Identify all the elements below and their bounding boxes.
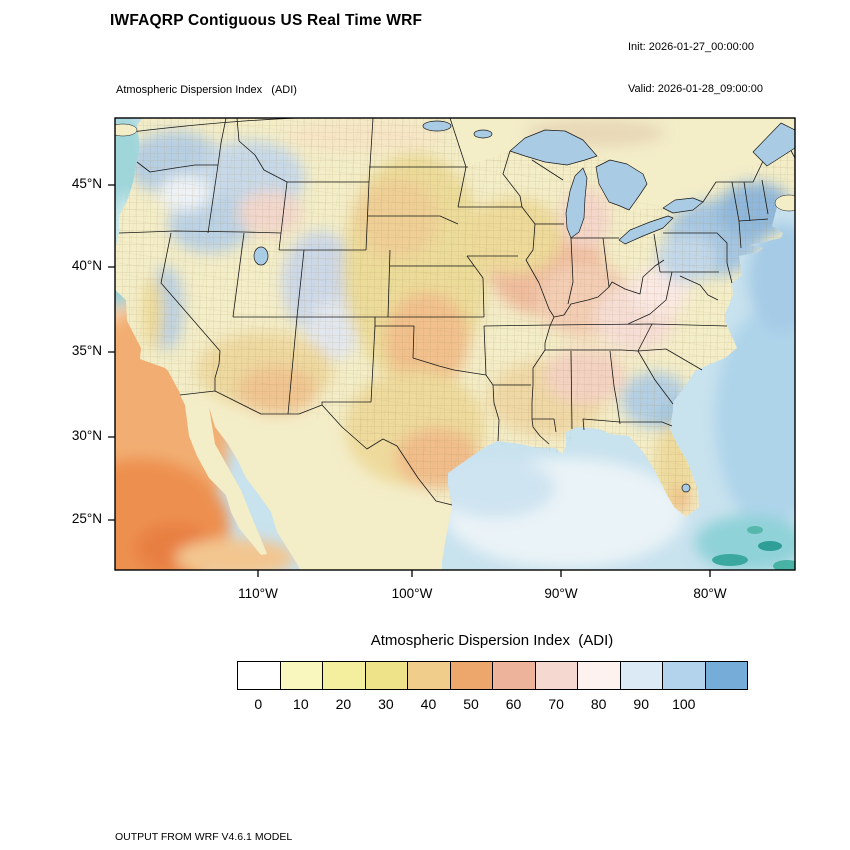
colorbar-cell	[704, 661, 748, 690]
county-grid	[115, 118, 795, 517]
colorbar-cell	[619, 661, 663, 690]
lat-tick-label: 25°N	[71, 511, 102, 526]
nova-scotia	[774, 194, 795, 212]
colorbar-tick-label: 60	[505, 696, 522, 712]
colorbar-tick-label: 0	[254, 696, 263, 712]
init-time: Init: 2026-01-27_00:00:00	[628, 41, 754, 53]
run-times: Init: 2026-01-27_00:00:00 Valid: 2026-01…	[628, 12, 763, 124]
lat-tick-label: 40°N	[71, 258, 102, 273]
colorbar-cell	[492, 661, 536, 690]
axis-ticks	[108, 184, 711, 577]
colorbar-cell	[449, 661, 493, 690]
colorbar	[237, 661, 748, 690]
lat-tick-label: 35°N	[71, 343, 102, 358]
lon-tick-label: 90°W	[544, 586, 578, 601]
model-info-line1: OUTPUT FROM WRF V4.6.1 MODEL	[115, 831, 293, 843]
lon-tick-label: 100°W	[391, 586, 433, 601]
colorbar-tick-label: 30	[378, 696, 394, 712]
colorbar-tick-label: 100	[672, 696, 696, 712]
lon-tick-label: 80°W	[693, 586, 727, 601]
island-specks	[712, 526, 795, 570]
vancouver-island	[115, 123, 138, 137]
colorbar-labels: 0 10 20 30 40 50 60 70 80 90 100	[237, 696, 705, 712]
colorbar-title: Atmospheric Dispersion Index (ADI)	[370, 632, 614, 649]
model-info: OUTPUT FROM WRF V4.6.1 MODEL WE = 580 ; …	[115, 804, 528, 850]
state-borders	[115, 118, 795, 506]
colorbar-cell	[662, 661, 706, 690]
colorbar-tick-label: 40	[420, 696, 437, 712]
page-title: IWFAQRP Contiguous US Real Time WRF	[110, 12, 423, 29]
colorbar-tick-label: 80	[590, 696, 607, 712]
conus-map	[108, 117, 796, 577]
colorbar-cell	[237, 661, 281, 690]
colorbar-cell	[279, 661, 323, 690]
colorbar-tick-label: 20	[335, 696, 352, 712]
colorbar-cell	[364, 661, 408, 690]
great-lakes	[253, 120, 795, 493]
colorbar-tick-label: 70	[548, 696, 564, 712]
lat-tick-label: 45°N	[71, 176, 102, 191]
field-label: Atmospheric Dispersion Index (ADI)	[116, 84, 297, 96]
lon-tick-label: 110°W	[238, 586, 278, 601]
valid-time: Valid: 2026-01-28_09:00:00	[628, 83, 763, 95]
colorbar-cell	[407, 661, 451, 690]
lat-tick-label: 30°N	[71, 428, 102, 443]
colorbar-tick-label: 50	[463, 696, 479, 712]
colorbar-cell	[322, 661, 366, 690]
colorbar-cell	[534, 661, 578, 690]
map-panel	[103, 106, 807, 582]
map-frame	[114, 117, 796, 571]
colorbar-cell	[577, 661, 621, 690]
colorbar-tick-label: 90	[633, 696, 649, 712]
colorbar-tick-label: 10	[293, 696, 309, 712]
